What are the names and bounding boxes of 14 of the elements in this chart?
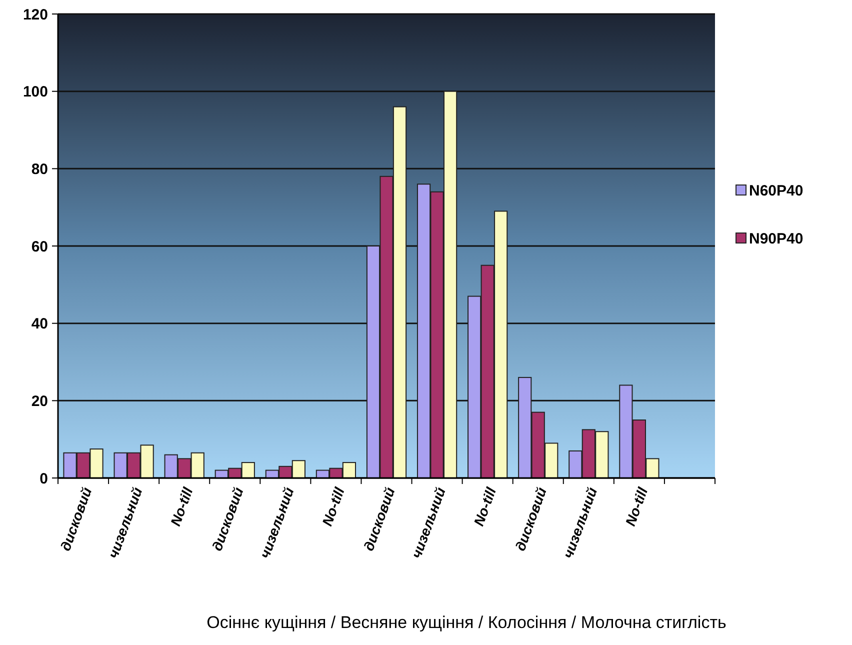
y-tick-label: 80 (31, 160, 48, 178)
x-tick-label: No-till (167, 484, 196, 528)
legend-label: N60P40 (749, 182, 804, 200)
y-tick-label: 60 (31, 238, 48, 256)
x-axis-title: Осіннє кущіння / Весняне кущіння / Колосіння / Молочна стиглість (206, 613, 726, 632)
y-tick-label: 100 (22, 84, 48, 101)
x-tick-label: No-till (622, 484, 651, 528)
legend-label: N90P40 (749, 230, 804, 248)
y-tick-label: 0 (40, 470, 48, 488)
y-tick-label: 120 (22, 6, 48, 24)
y-tick-label: 20 (31, 392, 48, 410)
x-tick-label: No-till (318, 484, 348, 528)
y-tick-label: 40 (31, 316, 48, 333)
x-tick-label: No-till (470, 484, 500, 528)
